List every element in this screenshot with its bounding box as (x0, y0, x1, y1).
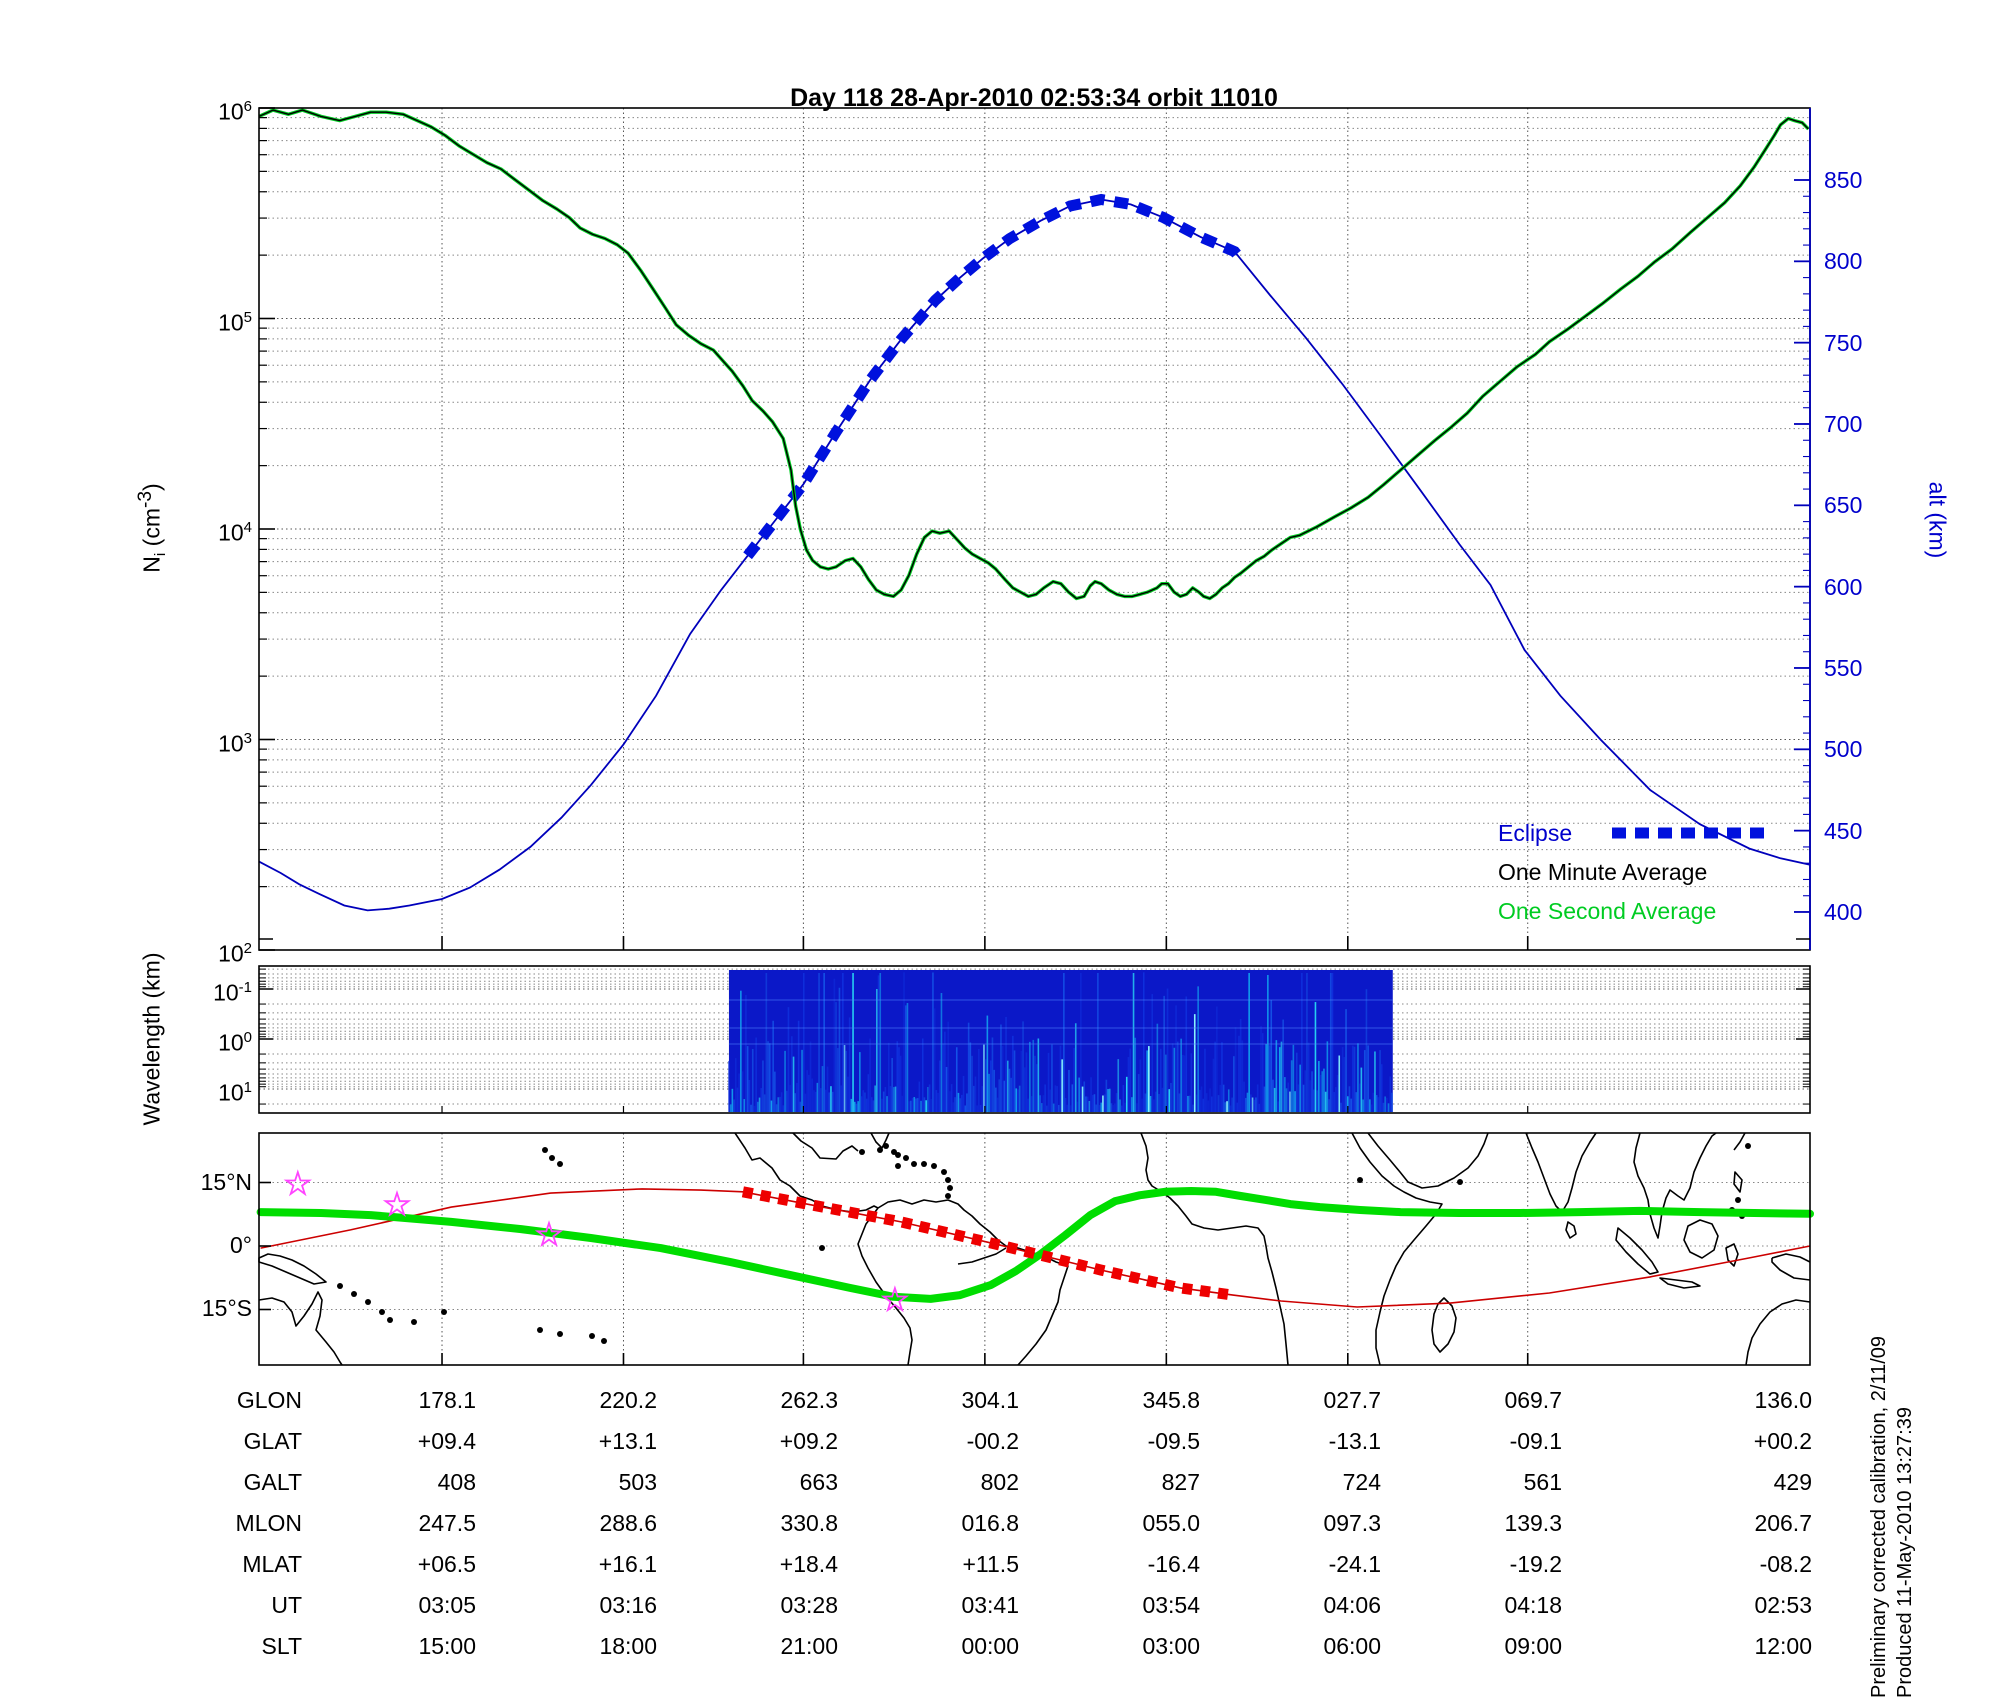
table-cell: 027.7 (1323, 1387, 1381, 1413)
legend-one-minute-average: One Minute Average (1498, 859, 1708, 885)
table-cell: +11.5 (962, 1551, 1020, 1577)
ni-tick-label: 106 (218, 98, 252, 125)
table-cell: 04:06 (1323, 1592, 1381, 1618)
alt-tick-label: 700 (1824, 410, 1863, 437)
table-cell: 03:41 (961, 1592, 1019, 1618)
table-cell: 069.7 (1504, 1387, 1562, 1413)
table-cell: 561 (1523, 1469, 1562, 1495)
table-cell: -09.1 (1509, 1428, 1562, 1454)
table-row-label: MLAT (242, 1551, 302, 1577)
table-cell: +06.5 (417, 1551, 476, 1577)
table-row-label: MLON (235, 1510, 302, 1536)
wavelength-tick-label: 101 (218, 1079, 252, 1106)
table-cell: 429 (1773, 1469, 1812, 1495)
table-cell: 206.7 (1754, 1510, 1812, 1536)
ni-tick-label: 104 (218, 519, 252, 546)
table-cell: 345.8 (1142, 1387, 1200, 1413)
table-cell: +18.4 (779, 1551, 838, 1577)
table-cell: 15:00 (418, 1633, 476, 1659)
ni-tick-label: 103 (218, 729, 252, 757)
table-cell: -09.5 (1147, 1428, 1200, 1454)
alt-tick-label: 500 (1824, 736, 1863, 763)
table-cell: 09:00 (1504, 1633, 1562, 1659)
table-cell: 178.1 (418, 1387, 476, 1413)
alt-tick-label: 450 (1824, 817, 1863, 844)
table-cell: 21:00 (780, 1633, 838, 1659)
table-cell: 304.1 (961, 1387, 1019, 1413)
wavelength-tick-label: 100 (218, 1029, 252, 1056)
legend-one-second-average: One Second Average (1498, 898, 1717, 924)
table-cell: 055.0 (1142, 1510, 1200, 1536)
wavelength-tick-label: 10-1 (213, 979, 252, 1006)
table-cell: -08.2 (1759, 1551, 1812, 1577)
table-row-label: UT (271, 1592, 302, 1618)
table-cell: 097.3 (1323, 1510, 1381, 1536)
table-cell: 663 (799, 1469, 838, 1495)
table-row-label: SLT (261, 1633, 302, 1659)
table-cell: 262.3 (780, 1387, 838, 1413)
table-cell: -19.2 (1509, 1551, 1562, 1577)
ni-tick-label: 102 (218, 940, 252, 967)
table-cell: 12:00 (1754, 1633, 1812, 1659)
table-cell: 330.8 (780, 1510, 838, 1536)
map-lat-label: 15°N (200, 1168, 252, 1195)
table-cell: 03:16 (599, 1592, 657, 1618)
alt-tick-label: 600 (1824, 573, 1863, 600)
table-row-label: GLON (236, 1387, 302, 1413)
table-cell: -00.2 (966, 1428, 1019, 1454)
table-cell: 00:00 (961, 1633, 1019, 1659)
table-cell: 503 (618, 1469, 657, 1495)
alt-tick-label: 650 (1824, 492, 1863, 519)
production-note: Preliminary corrected calibration, 2/11/… (1866, 1336, 1918, 1698)
table-cell: 139.3 (1504, 1510, 1562, 1536)
table-cell: -24.1 (1328, 1551, 1381, 1577)
table-cell: 247.5 (418, 1510, 476, 1536)
table-row-label: GLAT (243, 1428, 302, 1454)
production-note-line2: Produced 11-May-2010 13:27:39 (1894, 1407, 1916, 1698)
alt-tick-label: 750 (1824, 329, 1863, 356)
alt-axis-label: alt (km) (1924, 481, 1951, 559)
table-cell: +09.4 (417, 1428, 476, 1454)
table-cell: +00.2 (1753, 1428, 1812, 1454)
map-lat-label: 0° (230, 1232, 252, 1258)
alt-tick-label: 550 (1824, 654, 1863, 681)
map-lat-label: 15°S (201, 1295, 252, 1322)
table-cell: +13.1 (598, 1428, 657, 1454)
table-cell: 03:54 (1142, 1592, 1200, 1618)
table-cell: -16.4 (1147, 1551, 1200, 1577)
table-cell: 03:28 (780, 1592, 838, 1618)
table-cell: +09.2 (779, 1428, 838, 1454)
table-cell: -13.1 (1328, 1428, 1381, 1454)
table-cell: 827 (1161, 1469, 1200, 1495)
production-note-line1: Preliminary corrected calibration, 2/11/… (1868, 1335, 1890, 1698)
table-cell: 802 (980, 1469, 1019, 1495)
table-cell: 18:00 (599, 1633, 657, 1659)
alt-tick-label: 850 (1824, 167, 1863, 193)
table-cell: 02:53 (1754, 1592, 1812, 1618)
ni-tick-label: 105 (218, 308, 252, 336)
table-cell: 288.6 (599, 1510, 657, 1536)
table-cell: +16.1 (598, 1551, 657, 1577)
table-cell: 03:05 (418, 1592, 476, 1618)
page-title: Day 118 28-Apr-2010 02:53:34 orbit 11010 (790, 84, 1278, 112)
table-cell: 136.0 (1754, 1387, 1812, 1413)
alt-tick-label: 400 (1824, 898, 1863, 925)
table-cell: 016.8 (961, 1510, 1019, 1536)
alt-tick-label: 800 (1824, 248, 1863, 275)
table-cell: 408 (437, 1469, 476, 1495)
table-cell: 03:00 (1142, 1633, 1200, 1659)
table-cell: 04:18 (1504, 1592, 1562, 1618)
table-cell: 220.2 (599, 1387, 657, 1413)
table-cell: 724 (1342, 1469, 1381, 1495)
table-row-label: GALT (243, 1469, 302, 1495)
table-cell: 06:00 (1323, 1633, 1381, 1659)
legend-eclipse: Eclipse (1498, 820, 1573, 846)
